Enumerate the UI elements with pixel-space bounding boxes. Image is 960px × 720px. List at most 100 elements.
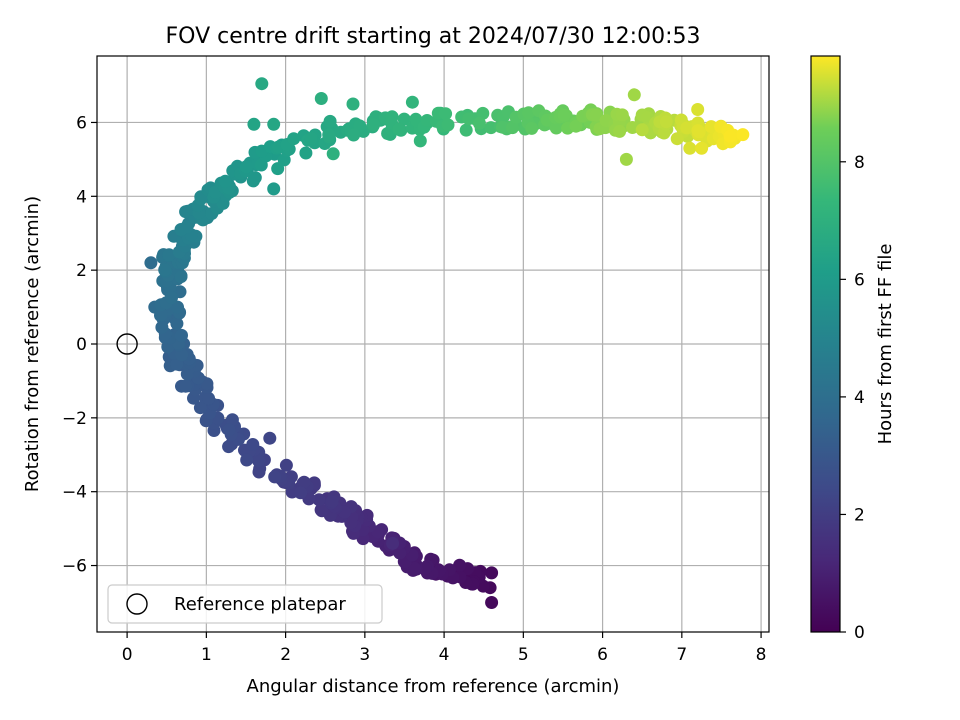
data-point bbox=[246, 438, 260, 451]
y-tick-label: −4 bbox=[62, 483, 87, 503]
y-tick-label: 4 bbox=[76, 187, 87, 207]
data-point bbox=[144, 256, 158, 270]
colorbar-ticks: 0 2 4 6 8 bbox=[840, 153, 865, 643]
data-point bbox=[589, 108, 603, 122]
data-point bbox=[476, 106, 490, 120]
reference-marker-layer bbox=[116, 333, 138, 355]
x-tick-label: 3 bbox=[359, 645, 370, 665]
data-point bbox=[659, 115, 673, 129]
data-point bbox=[736, 128, 750, 142]
colorbar-tick-label: 0 bbox=[854, 623, 865, 643]
data-point bbox=[222, 440, 236, 454]
data-point bbox=[692, 125, 706, 139]
data-point bbox=[626, 121, 639, 134]
y-tick-label: 0 bbox=[76, 335, 87, 355]
colorbar-tick-label: 8 bbox=[854, 153, 865, 173]
data-point bbox=[225, 413, 239, 427]
x-tick-label: 5 bbox=[518, 645, 529, 665]
data-point bbox=[485, 566, 499, 580]
data-point bbox=[557, 108, 571, 122]
data-point bbox=[392, 122, 406, 136]
data-point bbox=[615, 108, 629, 122]
data-point bbox=[202, 391, 215, 405]
data-point bbox=[179, 379, 193, 393]
data-point bbox=[680, 121, 694, 135]
data-point bbox=[635, 123, 649, 137]
data-point bbox=[193, 401, 207, 415]
data-point bbox=[506, 121, 519, 135]
x-tick-label: 6 bbox=[597, 645, 608, 665]
colorbar: 0 2 4 6 8 Hours from first FF file bbox=[810, 55, 896, 643]
data-point bbox=[346, 97, 360, 111]
data-point bbox=[252, 454, 265, 468]
scatter-points bbox=[144, 77, 750, 609]
data-point bbox=[267, 117, 281, 131]
x-tick-label: 4 bbox=[439, 645, 450, 665]
data-point bbox=[453, 558, 467, 572]
x-axis-ticks: 0 1 2 3 4 5 6 7 8 bbox=[122, 632, 766, 665]
data-point bbox=[239, 160, 253, 174]
data-point bbox=[439, 107, 453, 121]
data-point bbox=[367, 118, 381, 132]
y-tick-label: −6 bbox=[62, 557, 87, 577]
data-point bbox=[347, 128, 361, 142]
colorbar-tick-label: 4 bbox=[854, 388, 865, 408]
data-point bbox=[323, 114, 337, 128]
data-point bbox=[175, 348, 189, 362]
y-axis-label: Rotation from reference (arcmin) bbox=[22, 196, 43, 492]
data-point bbox=[312, 493, 326, 507]
y-tick-label: 6 bbox=[76, 113, 87, 133]
data-point bbox=[170, 317, 184, 331]
data-point bbox=[325, 495, 339, 508]
data-point bbox=[619, 152, 633, 166]
data-point bbox=[723, 129, 737, 143]
data-point bbox=[393, 546, 407, 560]
data-point bbox=[691, 103, 705, 116]
data-point bbox=[353, 119, 367, 133]
data-point bbox=[263, 431, 277, 445]
data-point bbox=[222, 423, 236, 437]
data-point bbox=[174, 223, 188, 236]
data-point bbox=[472, 116, 486, 130]
x-tick-label: 1 bbox=[201, 645, 212, 665]
data-point bbox=[522, 106, 536, 120]
data-point bbox=[441, 118, 455, 132]
data-point bbox=[397, 112, 411, 126]
y-axis-ticks: −6 −4 −2 0 2 4 6 bbox=[62, 113, 97, 577]
data-point bbox=[314, 503, 328, 517]
data-point bbox=[413, 134, 427, 148]
data-point bbox=[462, 112, 476, 126]
data-point bbox=[495, 120, 509, 134]
data-point bbox=[218, 174, 232, 188]
data-point bbox=[240, 453, 254, 467]
data-point bbox=[627, 88, 641, 102]
data-point bbox=[158, 263, 172, 277]
data-point bbox=[279, 458, 293, 472]
data-point bbox=[267, 182, 281, 196]
x-tick-label: 7 bbox=[676, 645, 687, 665]
legend-box bbox=[107, 584, 383, 624]
x-axis-label: Angular distance from reference (arcmin) bbox=[247, 676, 620, 697]
data-point bbox=[304, 131, 318, 145]
data-point bbox=[268, 470, 282, 484]
data-point bbox=[162, 248, 176, 262]
data-point bbox=[326, 147, 340, 161]
data-point bbox=[459, 123, 473, 137]
x-tick-label: 0 bbox=[122, 645, 133, 665]
data-point bbox=[322, 128, 336, 142]
data-point bbox=[247, 117, 261, 131]
colorbar-tick-label: 2 bbox=[854, 505, 865, 525]
legend-open-circle-marker bbox=[126, 593, 148, 615]
data-point bbox=[683, 141, 697, 155]
data-point bbox=[314, 92, 328, 105]
data-point bbox=[248, 171, 262, 185]
data-point bbox=[255, 77, 269, 91]
data-point bbox=[297, 475, 311, 489]
reference-platepar-marker bbox=[116, 333, 138, 355]
data-point bbox=[174, 270, 188, 284]
data-point bbox=[287, 132, 301, 146]
data-point bbox=[525, 121, 539, 135]
data-point bbox=[569, 119, 583, 133]
data-point bbox=[670, 132, 684, 146]
chart-title: FOV centre drift starting at 2024/07/30 … bbox=[166, 24, 701, 49]
